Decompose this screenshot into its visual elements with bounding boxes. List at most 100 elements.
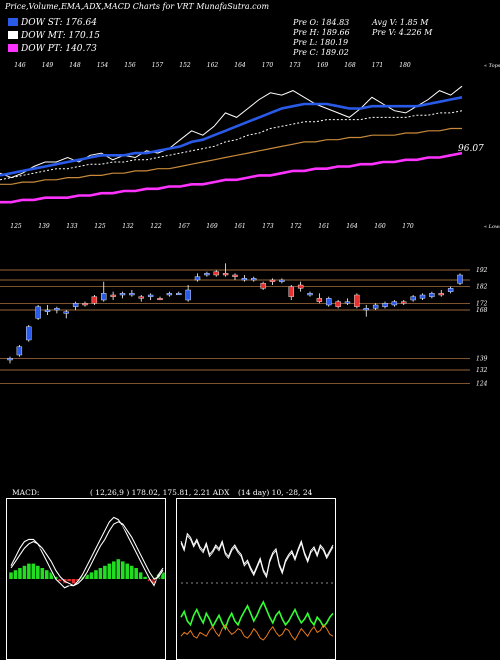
- legend-mt-swatch: [8, 31, 18, 39]
- macd-histogram-bar: [103, 565, 107, 579]
- ema-series-ema-long: [0, 127, 462, 185]
- bottom-tick-label: 160: [374, 223, 386, 230]
- bottom-tick-label: 170: [402, 223, 414, 230]
- macd-histogram-bar: [49, 572, 54, 579]
- top-tick-label: 148: [69, 62, 81, 69]
- bottom-tick-label: 133: [66, 223, 78, 230]
- macd-histogram-bar: [22, 565, 27, 579]
- candle-body: [447, 288, 454, 292]
- macd-histogram-bar: [27, 563, 31, 579]
- price-tick-label: 139: [476, 355, 488, 362]
- candle-body: [44, 309, 51, 312]
- candle-body: [363, 308, 369, 311]
- stat-avg-volume: Avg V: 1.85 M: [372, 18, 429, 27]
- legend-st: DOW ST: 176.64: [8, 18, 97, 28]
- legend-st-label: DOW ST: 176.64: [21, 18, 97, 28]
- candle-body: [119, 293, 126, 296]
- adx-series-adx-double: [180, 534, 334, 579]
- macd-histogram-bar: [143, 576, 147, 579]
- stat-low: Pre L: 180.19: [293, 38, 349, 47]
- top-tick-label: 157: [152, 62, 164, 69]
- candle-body: [401, 301, 407, 304]
- candle-body: [457, 274, 463, 284]
- legend-pt: DOW PT: 140.73: [8, 44, 97, 54]
- candle-body: [204, 273, 210, 276]
- candle-body: [297, 284, 304, 289]
- legend-pt-label: DOW PT: 140.73: [21, 44, 97, 54]
- candle-body: [138, 296, 144, 299]
- candle-body: [279, 279, 285, 282]
- macd-histogram-bar: [36, 565, 40, 579]
- macd-histogram-bar: [31, 563, 36, 579]
- macd-histogram-bar: [9, 572, 13, 579]
- price-tick-label: 168: [476, 307, 488, 314]
- stat-open: Pre O: 184.83: [293, 18, 350, 27]
- macd-histogram-bar: [147, 579, 152, 582]
- macd-histogram-bar: [94, 570, 98, 579]
- bottom-tick-label: 164: [346, 223, 358, 230]
- adx-series-adx: [180, 532, 334, 577]
- candle-body: [63, 311, 69, 314]
- chart-title: Price,Volume,EMA,ADX,MACD Charts for VRT…: [5, 2, 270, 11]
- candle-body: [185, 289, 191, 301]
- candle-body: [82, 303, 88, 306]
- bottom-tick-label: 161: [234, 223, 245, 230]
- candle-body: [166, 293, 173, 296]
- top-tick-label: 168: [344, 62, 356, 69]
- top-tick-label: 152: [179, 62, 191, 69]
- candle-body: [269, 279, 276, 282]
- candle-body: [326, 298, 332, 306]
- adx-header: (14 day) 10, -28, 24: [238, 488, 313, 497]
- candle-body: [194, 276, 201, 281]
- candle-body: [335, 301, 341, 307]
- stat-high: Pre H: 189.66: [293, 28, 350, 37]
- candle-body: [101, 293, 107, 301]
- candle-body: [54, 308, 60, 311]
- candle-body: [344, 301, 351, 304]
- macd-line-macd-shadow: [10, 519, 164, 591]
- top-tick-label: 169: [317, 62, 329, 69]
- top-tick-label: 170: [262, 62, 274, 69]
- candle-body: [157, 298, 163, 301]
- macd-histogram-bar: [40, 568, 45, 579]
- candle-body: [419, 294, 426, 299]
- candle-body: [232, 274, 238, 277]
- candle-body: [410, 296, 416, 301]
- price-tick-label: 192: [476, 267, 488, 274]
- macd-histogram-bar: [129, 565, 134, 579]
- bottom-tick-label: 125: [94, 223, 106, 230]
- bottom-axis-label: « Lows: [484, 224, 500, 230]
- candle-body: [7, 358, 13, 361]
- macd-histogram-bar: [85, 574, 89, 579]
- macd-panel: [6, 498, 166, 660]
- candle-body: [129, 293, 135, 296]
- candle-body: [251, 278, 257, 281]
- candle-body: [72, 303, 79, 307]
- bottom-tick-label: 169: [206, 223, 218, 230]
- candle-body: [288, 286, 294, 297]
- price-tick-label: 172: [476, 300, 488, 307]
- candle-body: [438, 293, 444, 296]
- top-tick-label: 162: [207, 62, 219, 69]
- macd-histogram-bar: [71, 579, 76, 584]
- macd-histogram-bar: [134, 568, 138, 579]
- price-tick-label: 124: [476, 380, 488, 387]
- ema-series-ema-short: [0, 96, 463, 177]
- top-tick-label: 146: [14, 62, 26, 69]
- candle-body: [222, 273, 229, 276]
- bottom-tick-label: 132: [122, 223, 134, 230]
- top-tick-label: 164: [234, 62, 246, 69]
- candle-body: [35, 306, 41, 319]
- bottom-tick-label: 125: [10, 223, 22, 230]
- top-axis-label: « Tops: [484, 63, 500, 69]
- candle-body: [110, 294, 116, 297]
- macd-histogram-bar: [116, 559, 121, 579]
- ema-series-ema-pt: [0, 151, 463, 204]
- top-tick-label: 171: [372, 62, 383, 69]
- macd-histogram-bar: [120, 561, 125, 579]
- macd-line-signal-shadow: [10, 523, 164, 588]
- candle-body: [26, 326, 32, 341]
- macd-line-signal: [10, 521, 164, 587]
- macd-line-macd: [10, 516, 164, 589]
- stat-close: Pre C: 189.02: [293, 48, 349, 57]
